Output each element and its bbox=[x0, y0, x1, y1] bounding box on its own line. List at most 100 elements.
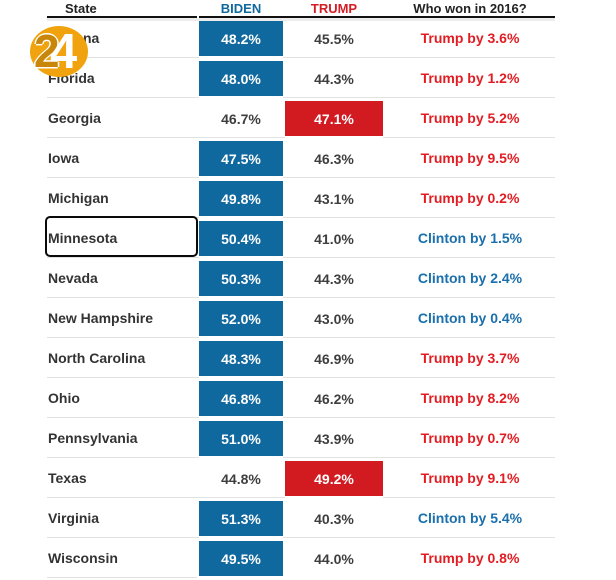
col-header-trump: TRUMP bbox=[285, 2, 383, 18]
state-name: Texas bbox=[48, 469, 87, 486]
biden-value: 48.0% bbox=[199, 61, 283, 96]
table-header-row: State BIDEN TRUMP Who won in 2016? bbox=[47, 2, 555, 18]
trump-value-cell: 47.1% bbox=[285, 98, 383, 138]
trump-value-cell: 44.3% bbox=[285, 58, 383, 98]
state-name: Wisconsin bbox=[48, 549, 118, 566]
biden-value: 51.0% bbox=[199, 421, 283, 456]
table-row: North Carolina 48.3% 46.9% Trump by 3.7% bbox=[47, 338, 555, 378]
who-won-2016-value: Clinton by 1.5% bbox=[417, 229, 523, 246]
biden-value-cell: 48.2% bbox=[199, 18, 283, 58]
table-row: Ohio 46.8% 46.2% Trump by 8.2% bbox=[47, 378, 555, 418]
column-gutter bbox=[197, 418, 199, 458]
column-gutter bbox=[283, 498, 285, 538]
who-won-2016-value: Trump by 9.5% bbox=[420, 149, 520, 166]
who-won-2016-cell: Trump by 0.2% bbox=[385, 178, 555, 218]
logo-digit-4: 4 bbox=[50, 25, 78, 79]
table-row: New Hampshire 52.0% 43.0% Clinton by 0.4… bbox=[47, 298, 555, 338]
state-cell[interactable]: Ohio bbox=[47, 378, 197, 418]
logo-digit-2: 2 bbox=[34, 25, 60, 77]
state-cell[interactable]: Michigan bbox=[47, 178, 197, 218]
who-won-2016-value: Trump by 5.2% bbox=[420, 109, 520, 126]
state-cell[interactable]: Nevada bbox=[47, 258, 197, 298]
trump-value-cell: 41.0% bbox=[285, 218, 383, 258]
column-gutter bbox=[283, 378, 285, 418]
trump-value-cell: 46.3% bbox=[285, 138, 383, 178]
who-won-2016-value: Clinton by 2.4% bbox=[417, 269, 523, 286]
state-cell[interactable]: Minnesota bbox=[45, 216, 198, 258]
state-cell[interactable]: Wisconsin bbox=[47, 538, 197, 578]
state-cell[interactable]: Georgia bbox=[47, 98, 197, 138]
column-gutter bbox=[383, 378, 385, 418]
state-cell[interactable]: North Carolina bbox=[47, 338, 197, 378]
state-name: North Carolina bbox=[48, 349, 146, 366]
column-gutter bbox=[283, 258, 285, 298]
column-gutter bbox=[283, 338, 285, 378]
column-gutter bbox=[383, 138, 385, 178]
state-cell[interactable]: Pennsylvania bbox=[47, 418, 197, 458]
biden-value: 48.2% bbox=[199, 21, 283, 56]
state-cell[interactable]: Iowa bbox=[47, 138, 197, 178]
column-gutter bbox=[197, 138, 199, 178]
trump-value: 46.2% bbox=[314, 390, 354, 407]
who-won-2016-cell: Clinton by 0.4% bbox=[385, 298, 555, 338]
table-row: Florida 48.0% 44.3% Trump by 1.2% bbox=[47, 58, 555, 98]
state-cell[interactable]: New Hampshire bbox=[47, 298, 197, 338]
column-gutter bbox=[197, 338, 199, 378]
biden-value: 49.5% bbox=[199, 541, 283, 576]
who-won-2016-cell: Trump by 8.2% bbox=[385, 378, 555, 418]
trump-value-cell: 40.3% bbox=[285, 498, 383, 538]
who-won-2016-cell: Trump by 0.8% bbox=[385, 538, 555, 578]
biden-value: 46.8% bbox=[199, 381, 283, 416]
state-name: Iowa bbox=[48, 149, 80, 166]
who-won-2016-value: Trump by 0.8% bbox=[420, 550, 520, 566]
biden-value: 44.8% bbox=[221, 470, 261, 487]
state-cell[interactable]: Texas bbox=[47, 458, 197, 498]
table-row: Texas 44.8% 49.2% Trump by 9.1% bbox=[47, 458, 555, 498]
column-gutter bbox=[383, 18, 385, 58]
state-name: Georgia bbox=[48, 109, 101, 126]
trump-value-cell: 46.9% bbox=[285, 338, 383, 378]
trump-value: 43.9% bbox=[314, 430, 354, 447]
trump-value: 40.3% bbox=[314, 510, 354, 527]
who-won-2016-value: Trump by 0.2% bbox=[420, 189, 520, 206]
biden-value: 52.0% bbox=[199, 301, 283, 336]
who-won-2016-cell: Trump by 3.7% bbox=[385, 338, 555, 378]
who-won-2016-cell: Trump by 0.7% bbox=[385, 418, 555, 458]
trump-value: 41.0% bbox=[314, 230, 354, 247]
column-gutter bbox=[383, 98, 385, 138]
trump-value-cell: 46.2% bbox=[285, 378, 383, 418]
state-cell[interactable]: Virginia bbox=[47, 498, 197, 538]
column-gutter bbox=[283, 138, 285, 178]
column-gutter bbox=[197, 98, 199, 138]
biden-value-cell: 46.8% bbox=[199, 378, 283, 418]
who-won-2016-cell: Trump by 1.2% bbox=[385, 58, 555, 98]
column-gutter bbox=[383, 338, 385, 378]
col-header-biden: BIDEN bbox=[199, 2, 283, 18]
column-gutter bbox=[383, 298, 385, 338]
column-gutter bbox=[383, 498, 385, 538]
table-row: Nevada 50.3% 44.3% Clinton by 2.4% bbox=[47, 258, 555, 298]
state-name: New Hampshire bbox=[48, 309, 154, 326]
biden-value: 49.8% bbox=[199, 181, 283, 216]
column-gutter bbox=[283, 58, 285, 98]
who-won-2016-value: Trump by 3.7% bbox=[420, 349, 520, 366]
trump-value-cell: 44.0% bbox=[285, 538, 383, 578]
table-row: Iowa 47.5% 46.3% Trump by 9.5% bbox=[47, 138, 555, 178]
24-watermark-logo: 2 4 bbox=[30, 25, 88, 79]
col-header-state: State bbox=[47, 2, 197, 18]
trump-value: 44.0% bbox=[314, 550, 354, 567]
column-gutter bbox=[197, 218, 199, 258]
table-row: Georgia 46.7% 47.1% Trump by 5.2% bbox=[47, 98, 555, 138]
column-gutter bbox=[197, 498, 199, 538]
biden-value: 51.3% bbox=[199, 501, 283, 536]
who-won-2016-cell: Trump by 9.5% bbox=[385, 138, 555, 178]
table-body: Arizona 48.2% 45.5% Trump by 3.6% bbox=[45, 18, 555, 578]
trump-value: 44.3% bbox=[314, 270, 354, 287]
column-gutter bbox=[383, 458, 385, 498]
state-poll-table: State BIDEN TRUMP Who won in 2016? Arizo… bbox=[45, 2, 555, 578]
column-gutter bbox=[283, 298, 285, 338]
column-gutter bbox=[383, 178, 385, 218]
column-gutter bbox=[197, 258, 199, 298]
trump-value-cell: 43.0% bbox=[285, 298, 383, 338]
